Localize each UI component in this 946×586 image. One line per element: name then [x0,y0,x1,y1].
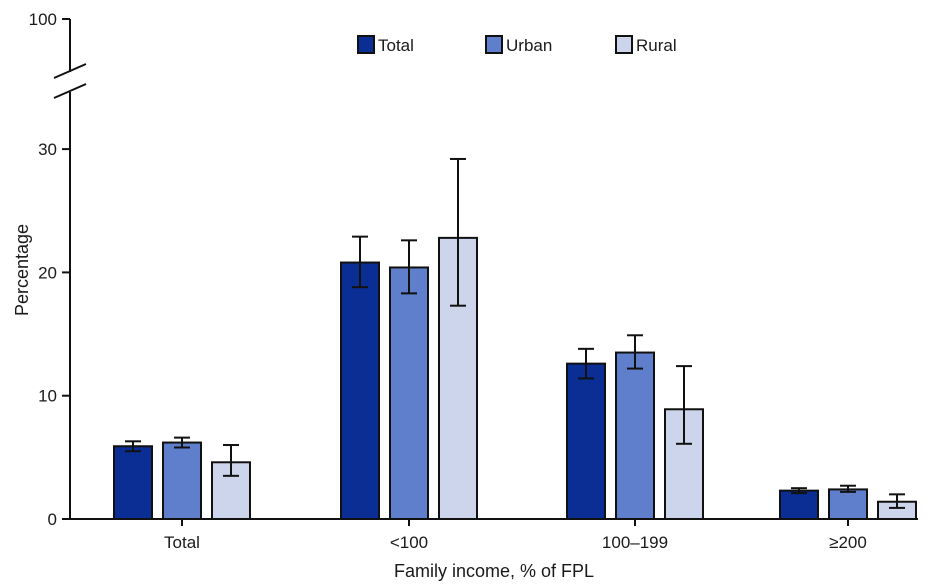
bars [113,157,917,521]
bar-urban [389,266,429,520]
bar-total [340,261,380,520]
x-tick-label: ≥200 [829,533,867,552]
x-tick-label: <100 [390,533,428,552]
bar-urban [615,351,655,521]
legend-label-total: Total [378,36,414,55]
legend: Total Urban Rural [357,35,677,55]
axis-break-mark [53,83,87,99]
axes: Total <100 100–199 ≥200 0 10 20 30 100 [29,10,918,552]
legend-swatch-total [357,35,375,54]
y-tick-label: 30 [38,140,57,159]
bar-urban [162,441,202,520]
bar-total [779,489,819,520]
legend-swatch-urban [485,35,503,54]
x-axis-title: Family income, % of FPL [394,561,594,581]
bar-total [566,362,606,520]
y-tick-label: 0 [48,510,57,529]
bar-total [113,445,153,520]
legend-label-rural: Rural [636,36,677,55]
bar-urban [828,488,868,520]
y-tick-label: 20 [38,263,57,282]
legend-label-urban: Urban [506,36,552,55]
x-tick-label: Total [164,533,200,552]
legend-swatch-rural [615,35,633,54]
y-tick-label: 10 [38,387,57,406]
x-tick-label: 100–199 [602,533,668,552]
y-tick-label: 100 [29,10,57,29]
y-axis-title: Percentage [12,224,32,316]
axis-break-mark [53,63,87,79]
